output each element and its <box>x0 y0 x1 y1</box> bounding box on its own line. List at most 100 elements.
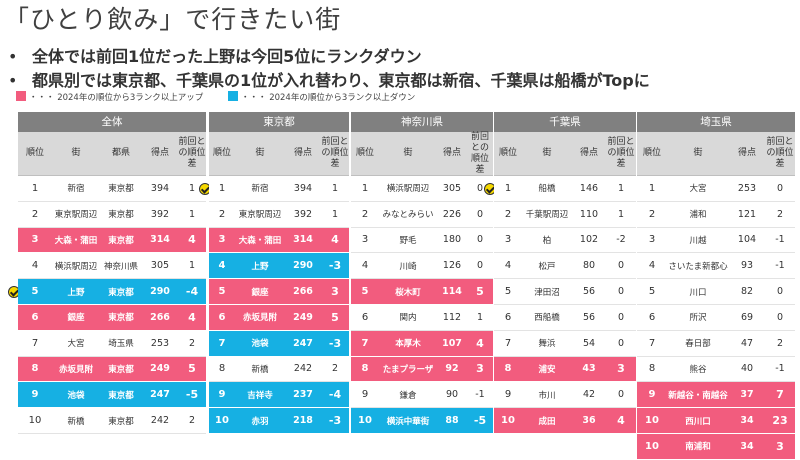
cell-town: さいたま新都心 <box>668 261 728 272</box>
cell-diff: 2 <box>188 415 196 427</box>
table-row: 8 たまプラーザ 92 3 <box>351 356 493 383</box>
cell-score: 249 <box>293 311 313 323</box>
table-row: 3 大森・蒲田 東京都 314 4 <box>18 227 206 254</box>
cell-town: 松戸 <box>538 261 556 272</box>
cell-town: 東京駅周辺 <box>238 210 282 221</box>
table-row: 6 銀座 東京都 266 4 <box>18 304 206 331</box>
table-row: 3 大森・蒲田 314 4 <box>209 227 349 254</box>
column-header: 得点 <box>737 148 756 158</box>
cell-rank: 6 <box>504 311 512 323</box>
cell-diff: -3 <box>328 414 342 428</box>
table-row: 2 東京駅周辺 東京都 392 1 <box>18 202 206 228</box>
cell-town: 吉祥寺 <box>247 390 273 401</box>
cell-score: 146 <box>579 182 599 194</box>
cell-rank: 5 <box>648 286 656 298</box>
cell-rank: 9 <box>218 389 226 401</box>
cell-diff: 0 <box>776 182 784 194</box>
table-row: 3 川越 104 -1 <box>637 228 795 254</box>
cell-rank: 8 <box>31 363 39 375</box>
table-row: 5 銀座 266 3 <box>209 279 349 305</box>
cell-town: 東京駅周辺 <box>54 210 98 221</box>
column-header: 得点 <box>150 148 169 158</box>
cell-diff: 4 <box>188 233 196 247</box>
cell-rank: 4 <box>218 260 226 272</box>
legend-down-label: ・・・ 2024年の順位から3ランク以上ダウン <box>241 93 416 103</box>
cell-score: 253 <box>737 182 757 194</box>
cell-score: 43 <box>582 363 596 375</box>
cell-town: 銀座 <box>251 287 269 298</box>
table-row: 4 横浜駅周辺 神奈川県 305 1 <box>18 253 206 280</box>
cell-town: 西船橋 <box>534 313 560 324</box>
cell-diff: 1 <box>617 182 625 194</box>
cell-rank: 4 <box>361 260 369 272</box>
cell-rank: 1 <box>218 182 226 194</box>
column-header-row: 順位 街 得点 前回との順位差 <box>494 132 636 176</box>
legend-up-swatch <box>16 91 26 101</box>
table-row: 9 市川 42 0 <box>494 382 636 409</box>
cell-diff: -3 <box>328 336 342 350</box>
cell-diff: 0 <box>776 311 784 323</box>
cell-rank: 9 <box>361 389 369 401</box>
table-row: 1 横浜駅周辺 305 0 <box>351 176 493 202</box>
table-row: 10 西川口 34 23 <box>637 408 795 434</box>
cell-rank: 7 <box>648 337 656 349</box>
cell-diff: 0 <box>617 389 625 401</box>
cell-town: 西川口 <box>685 416 711 427</box>
cell-rank: 8 <box>648 363 656 375</box>
cell-score: 392 <box>150 208 170 220</box>
column-header: 街 <box>255 148 265 158</box>
table-row: 8 新橋 242 2 <box>209 357 349 383</box>
cell-pref: 東京都 <box>108 210 134 221</box>
cell-pref: 東京都 <box>108 313 134 324</box>
cell-town: 熊谷 <box>689 364 707 375</box>
cell-score: 226 <box>442 208 462 220</box>
cell-town: 浦安 <box>538 364 556 375</box>
table-row: 8 赤坂見附 東京都 249 5 <box>18 356 206 383</box>
cell-town: 川口 <box>689 287 707 298</box>
table-title: 神奈川県 <box>351 112 493 132</box>
cell-rank: 7 <box>218 337 226 349</box>
cell-rank: 3 <box>648 234 656 246</box>
cell-town: 横浜中華街 <box>386 416 430 427</box>
cell-rank: 6 <box>361 311 369 323</box>
cell-score: 290 <box>150 286 170 298</box>
cell-diff: 1 <box>331 182 339 194</box>
cell-diff: 5 <box>476 285 484 299</box>
cell-rank: 6 <box>218 311 226 323</box>
cell-diff: 0 <box>476 182 484 194</box>
table-row: 4 松戸 80 0 <box>494 253 636 280</box>
cell-diff: -2 <box>616 234 626 246</box>
table-row: 7 池袋 247 -3 <box>209 330 349 357</box>
ranking-table-0: 全体 順位街都県 得点 前回との順位差 1 新宿 東京都 394 1 2 東京駅周辺 東京都 392 1 3… <box>18 112 206 434</box>
cell-diff: 1 <box>331 208 339 220</box>
cell-town: 赤坂見附 <box>58 364 93 375</box>
cell-town: 大宮 <box>67 339 85 350</box>
cell-rank: 7 <box>504 337 512 349</box>
cell-score: 80 <box>582 260 596 272</box>
table-row: 8 浦安 43 3 <box>494 356 636 383</box>
cell-town: みなとみらい <box>382 210 434 221</box>
cell-rank: 8 <box>218 363 226 375</box>
column-header: 得点 <box>579 148 598 158</box>
cell-town: 鎌倉 <box>399 390 417 401</box>
cell-town: 赤羽 <box>251 416 269 427</box>
summary-bullet-text: 全体では前回1位だった上野は今回5位にランクダウン <box>32 47 422 66</box>
cell-rank: 2 <box>31 208 39 220</box>
cell-rank: 3 <box>218 234 226 246</box>
cell-diff: 1 <box>476 311 484 323</box>
cell-diff: 0 <box>476 234 484 246</box>
column-header: 順位 <box>355 148 374 158</box>
cell-score: 56 <box>582 286 596 298</box>
column-header: 街 <box>403 148 413 158</box>
table-row: 6 関内 112 1 <box>351 305 493 331</box>
column-header: 得点 <box>293 148 312 158</box>
cell-rank: 4 <box>648 260 656 272</box>
cell-rank: 4 <box>31 260 39 272</box>
cell-pref: 東京都 <box>108 235 134 246</box>
cell-score: 90 <box>445 389 459 401</box>
cell-diff: -4 <box>185 285 199 299</box>
cell-diff: 5 <box>331 310 339 324</box>
cell-score: 305 <box>442 182 462 194</box>
table-row: 6 所沢 69 0 <box>637 305 795 331</box>
cell-rank: 10 <box>215 415 229 427</box>
